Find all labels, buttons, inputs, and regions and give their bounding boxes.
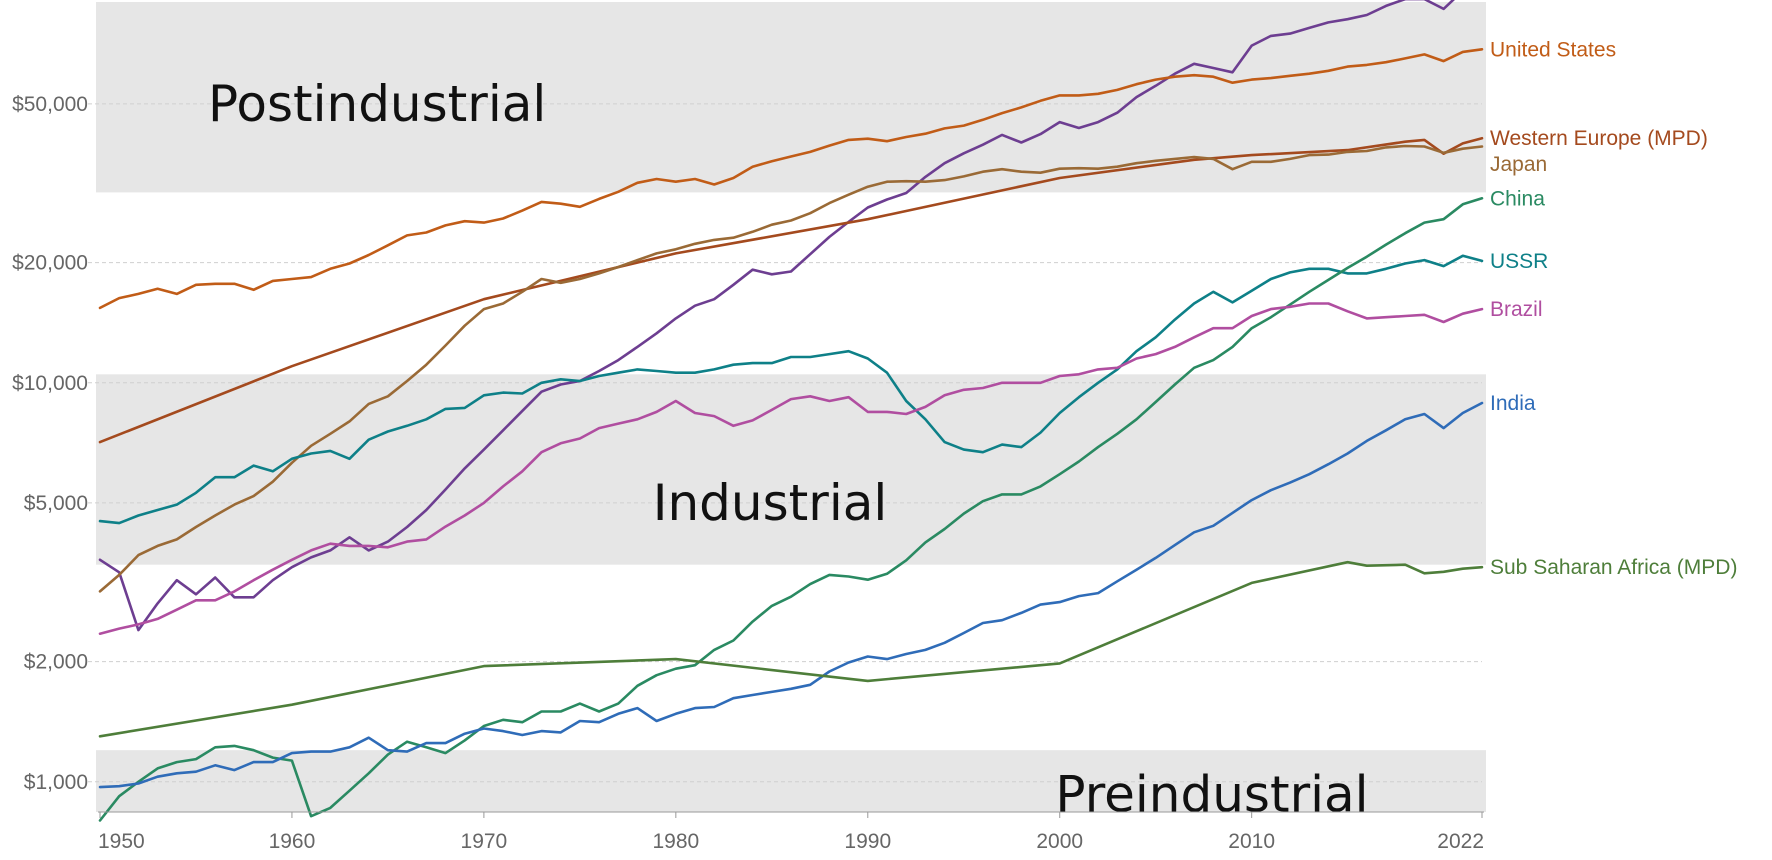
series-line-singapore [98, 0, 1455, 632]
series-label-india: India [1490, 392, 1536, 415]
x-tick-label: 1990 [844, 830, 891, 853]
band-labels: Postindustrial Industrial Preindustrial [208, 75, 1369, 824]
band-industrial [96, 374, 1486, 565]
series-label-ussr: USSR [1490, 250, 1548, 273]
series-line-japan [98, 144, 1484, 593]
x-tick-label: 1950 [98, 830, 145, 853]
y-tick-label: $5,000 [24, 492, 88, 515]
x-axis: 1950 1960 1970 1980 1990 2000 2010 2022 [98, 811, 1484, 853]
industrial-stage-bands [96, 2, 1486, 812]
series-line-united-states [98, 48, 1484, 310]
band-label-industrial: Industrial [653, 474, 888, 532]
series-line-sub-saharan-africa-mpd [98, 560, 1484, 738]
series-line-ussr [98, 254, 1484, 525]
x-tick-label: 2000 [1036, 830, 1083, 853]
series-line-china [98, 197, 1484, 822]
x-tick-label: 1980 [652, 830, 699, 853]
y-tick-label: $50,000 [12, 93, 88, 116]
series-label-china: China [1490, 187, 1545, 210]
y-tick-label: $20,000 [12, 252, 88, 275]
y-tick-label: $1,000 [24, 771, 88, 794]
series-label-japan: Japan [1490, 153, 1547, 176]
series-label-brazil: Brazil [1490, 298, 1543, 321]
series-line-brazil [98, 302, 1484, 635]
x-tick-label: 1970 [461, 830, 508, 853]
series-label-sub-saharan-africa-mpd: Sub Saharan Africa (MPD) [1490, 556, 1737, 579]
series-lines [98, 0, 1484, 822]
series-label-western-europe-mpd: Western Europe (MPD) [1490, 127, 1708, 150]
y-axis: $1,000 $2,000 $5,000 $10,000 $20,000 $50,000 [12, 93, 88, 794]
x-tick-label: 2022 [1437, 830, 1484, 853]
x-tick-label: 1960 [269, 830, 316, 853]
y-tick-label: $2,000 [24, 651, 88, 674]
series-label-united-states: United States [1490, 38, 1616, 61]
y-tick-label: $10,000 [12, 372, 88, 395]
x-tick-label: 2010 [1228, 830, 1275, 853]
band-preindustrial [96, 750, 1486, 812]
gridlines [88, 103, 1482, 783]
band-label-postindustrial: Postindustrial [208, 75, 546, 133]
series-line-india [98, 401, 1484, 789]
band-label-preindustrial: Preindustrial [1055, 765, 1368, 823]
